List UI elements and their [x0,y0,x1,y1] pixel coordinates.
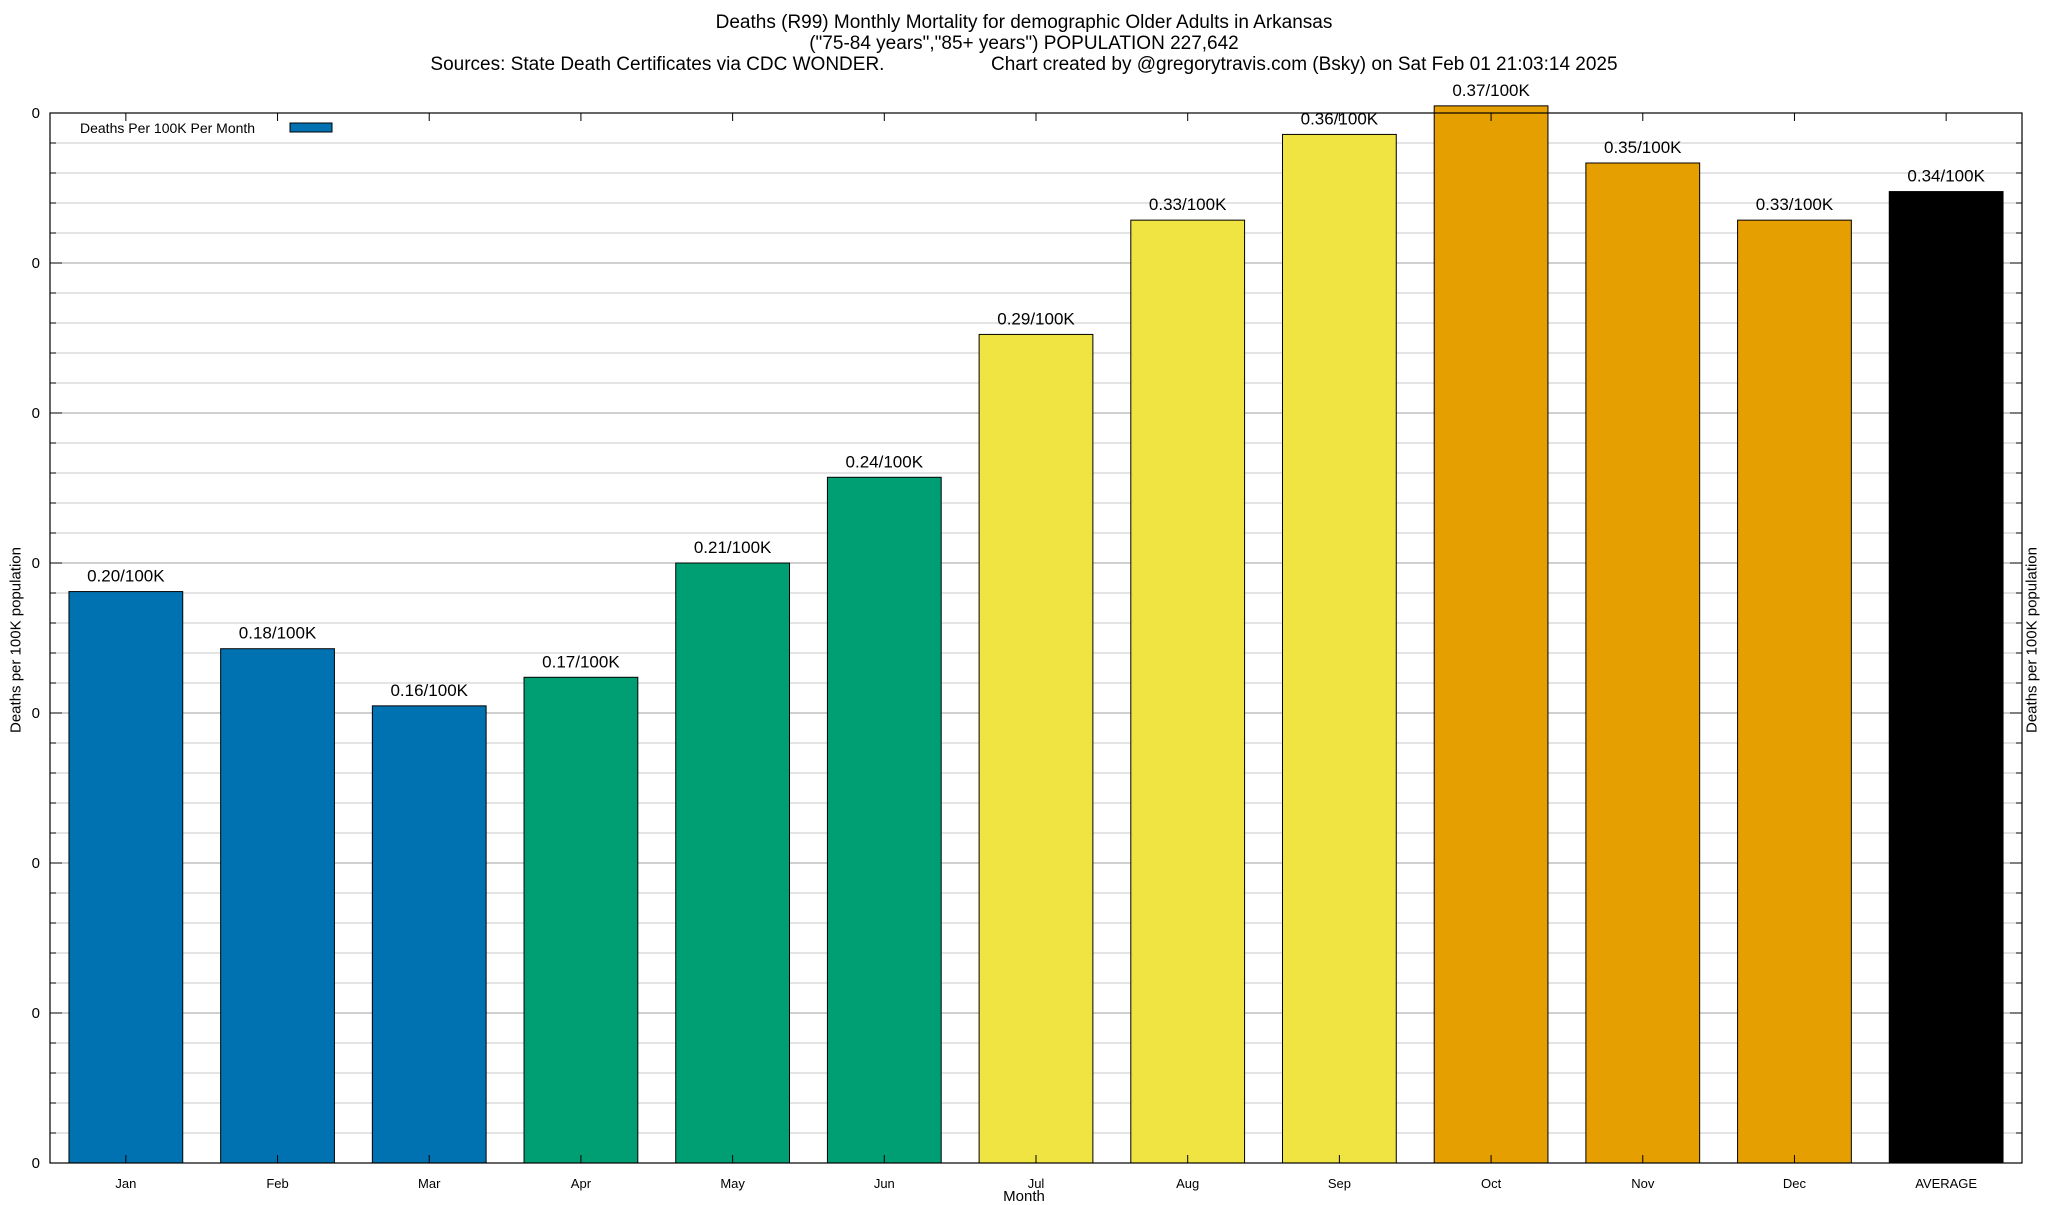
x-tick-labels: Jan Feb Mar Apr May Jun Jul Aug Sep Oct Nov Dec AVER… [115,113,1977,1191]
y-tick-label: 0 [32,855,40,872]
x-tick-label: Mar [418,1176,441,1191]
x-tick-label: Aug [1176,1176,1199,1191]
bar-average [1888,191,2004,1164]
x-tick-label: Feb [266,1176,288,1191]
bar-data-label: 0.29/100K [997,309,1075,328]
y-axis-label-left: Deaths per 100K population [7,547,25,733]
y-tick-label: 0 [32,555,40,572]
y-tick-label: 0 [32,705,40,722]
bar-feb [220,648,335,1164]
bar-may [675,562,791,1164]
y-tick-label: 0 [32,1005,40,1022]
y-tick-label: 0 [32,1155,40,1172]
bar-oct [1433,105,1549,1164]
legend-swatch [289,122,333,133]
x-tick-label: Sep [1328,1176,1351,1191]
bar-data-label: 0.21/100K [694,538,772,557]
bar-jun [826,476,942,1164]
legend-label: Deaths Per 100K Per Month [80,120,255,136]
x-tick-label: Jul [1028,1176,1045,1191]
legend: Deaths Per 100K Per Month [80,120,333,136]
x-tick-label: Oct [1481,1176,1502,1191]
x-axis-label: Month [1003,1188,1045,1205]
bar-data-label: 0.35/100K [1604,138,1682,157]
y-tick-label: 0 [32,405,40,422]
x-tick-label: Dec [1783,1176,1807,1191]
bar-jan [68,591,184,1164]
plot-frame [49,112,2023,1164]
bar-nov [1585,162,1701,1164]
chart-sources-line: Sources: State Death Certificates via CD… [0,54,2048,75]
bars [68,105,2004,1164]
bar-data-label: 0.18/100K [239,624,317,643]
bar-jul [978,333,1094,1164]
bar-data-label: 0.37/100K [1452,81,1530,100]
bar-apr [523,676,639,1164]
bar-data-label: 0.20/100K [87,567,165,586]
bar-data-label: 0.17/100K [542,652,620,671]
bar-dec [1737,219,1852,1164]
chart-sources: Sources: State Death Certificates via CD… [430,54,885,75]
x-tick-label: Apr [571,1176,592,1191]
bar-data-label: 0.24/100K [846,452,924,471]
chart-title: Deaths (R99) Monthly Mortality for demog… [715,12,1333,33]
x-tick-label: AVERAGE [1915,1176,1977,1191]
y-tick-label: 0 [32,255,40,272]
bar-sep [1282,133,1397,1164]
y-tick-labels: 0 0 0 0 0 0 0 0 [32,105,40,1172]
x-tick-label: May [720,1176,745,1191]
bar-mar [371,705,487,1164]
x-tick-label: Jun [874,1176,895,1191]
y-tick-label: 0 [32,105,40,122]
bar-data-label: 0.33/100K [1756,195,1834,214]
chart-credit: Chart created by @gregorytravis.com (Bsk… [991,54,1618,75]
y-axis-label-right: Deaths per 100K population [2023,547,2041,733]
bar-data-label: 0.33/100K [1149,195,1227,214]
chart-subtitle: ("75-84 years","85+ years") POPULATION 2… [809,33,1239,54]
chart-title-block: Deaths (R99) Monthly Mortality for demog… [0,12,2048,75]
x-tick-label: Jan [115,1176,136,1191]
bar-aug [1130,219,1246,1164]
bar-data-label: 0.16/100K [390,681,468,700]
x-tick-label: Nov [1631,1176,1655,1191]
bar-data-labels: 0.20/100K 0.18/100K 0.16/100K 0.17/100K 0.21… [87,81,1985,700]
bar-data-label: 0.34/100K [1907,167,1985,186]
